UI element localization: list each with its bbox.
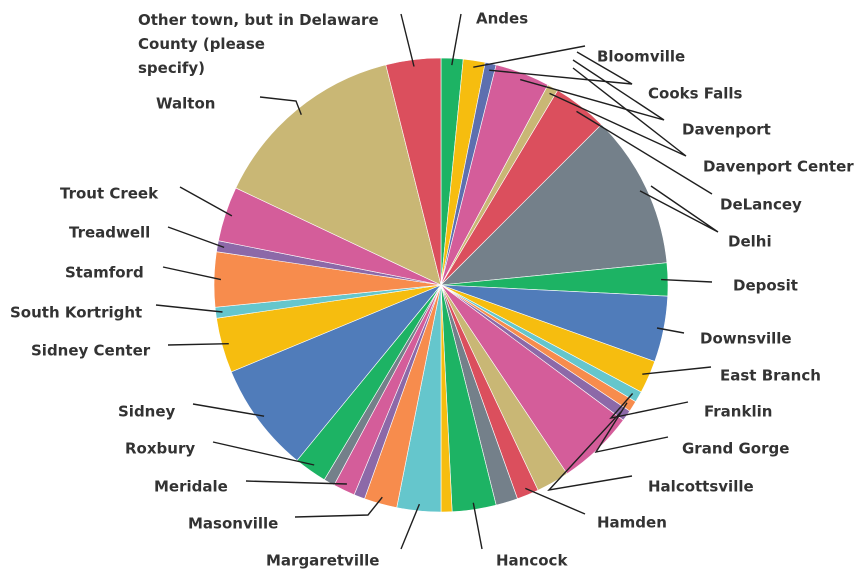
slice-label-walton: Walton [156, 95, 215, 113]
slice-label-downsville: Downsville [700, 330, 792, 348]
slice-label-bloomville: Bloomville [597, 48, 685, 66]
leader-line-delhi [639, 185, 719, 233]
leader-line-stamford [162, 266, 222, 281]
leader-lines [155, 13, 719, 550]
leader-line-bloomville [473, 45, 586, 68]
slice-label-grand-gorge: Grand Gorge [682, 440, 789, 458]
slice-label-masonville: Masonville [188, 515, 278, 533]
leader-line-east-branch [642, 366, 712, 375]
slice-label-franklin: Franklin [704, 403, 772, 421]
leader-line-trout-creek [179, 186, 233, 217]
leader-line-downsville [656, 327, 685, 334]
slice-label-andes: Andes [476, 10, 528, 28]
leader-line-treadwell [167, 226, 225, 249]
slice-label-east-branch: East Branch [720, 367, 821, 385]
slice-label-meridale: Meridale [154, 478, 228, 496]
leader-line-deposit [661, 278, 713, 283]
leader-line-south-kortright [155, 304, 223, 313]
slice-label-south-kortright: South Kortright [10, 304, 142, 322]
slice-labels: Andes Bloomville Cooks Falls Davenport Daven… [10, 10, 854, 570]
leader-line-meridale [245, 480, 347, 485]
slice-label-stamford: Stamford [65, 264, 144, 282]
leader-line-sidney-center [167, 343, 229, 346]
slice-label-treadwell: Treadwell [69, 224, 150, 242]
slice-label-hamden: Hamden [597, 514, 667, 532]
leader-line-grand-gorge [594, 402, 669, 454]
slice-label-halcottsville: Halcottsville [648, 478, 754, 496]
leader-line-masonville [294, 496, 383, 518]
leader-line-cooks-falls [489, 51, 633, 85]
slice-label-deposit: Deposit [733, 277, 798, 295]
slice-label-sidney-center: Sidney Center [31, 342, 151, 360]
leader-line-margaretville [400, 503, 421, 550]
slice-label-davenport-center: Davenport Center [703, 158, 854, 176]
leader-line-roxbury [212, 441, 315, 466]
pie-slices [213, 57, 669, 513]
slice-label-delhi: Delhi [728, 233, 772, 251]
leader-line-andes [451, 13, 462, 66]
slice-label-sidney: Sidney [118, 403, 176, 421]
leader-line-other-town-but-in-delaware-county-please [400, 13, 415, 67]
slice-label-other-town-but-in-delaware-county-please: Other town, but in Delaware County (pleas… [138, 11, 379, 77]
pie-slice-delhi [440, 124, 668, 286]
slice-label-delancey: DeLancey [720, 196, 802, 214]
pie-slice-other-town-but-in-delaware-county-please [385, 57, 442, 286]
leader-line-davenport [520, 59, 665, 121]
pie-slice-sidney [230, 284, 442, 461]
slice-label-hancock: Hancock [496, 552, 568, 570]
leader-line-delancey [576, 110, 713, 195]
slice-label-cooks-falls: Cooks Falls [648, 85, 743, 103]
slice-label-margaretville: Margaretville [266, 552, 379, 570]
leader-line-hancock [472, 502, 483, 550]
slice-label-roxbury: Roxbury [125, 440, 195, 458]
leader-line-walton [259, 96, 302, 116]
slice-label-trout-creek: Trout Creek [60, 185, 159, 203]
leader-line-sidney [192, 403, 265, 417]
leader-line-franklin [609, 393, 689, 420]
leader-line-hamden [525, 487, 586, 515]
leader-line-halcottsville [547, 411, 633, 492]
slice-label-davenport: Davenport [682, 121, 771, 139]
pie-slice-walton [235, 64, 442, 286]
leader-line-davenport-center [549, 67, 687, 157]
